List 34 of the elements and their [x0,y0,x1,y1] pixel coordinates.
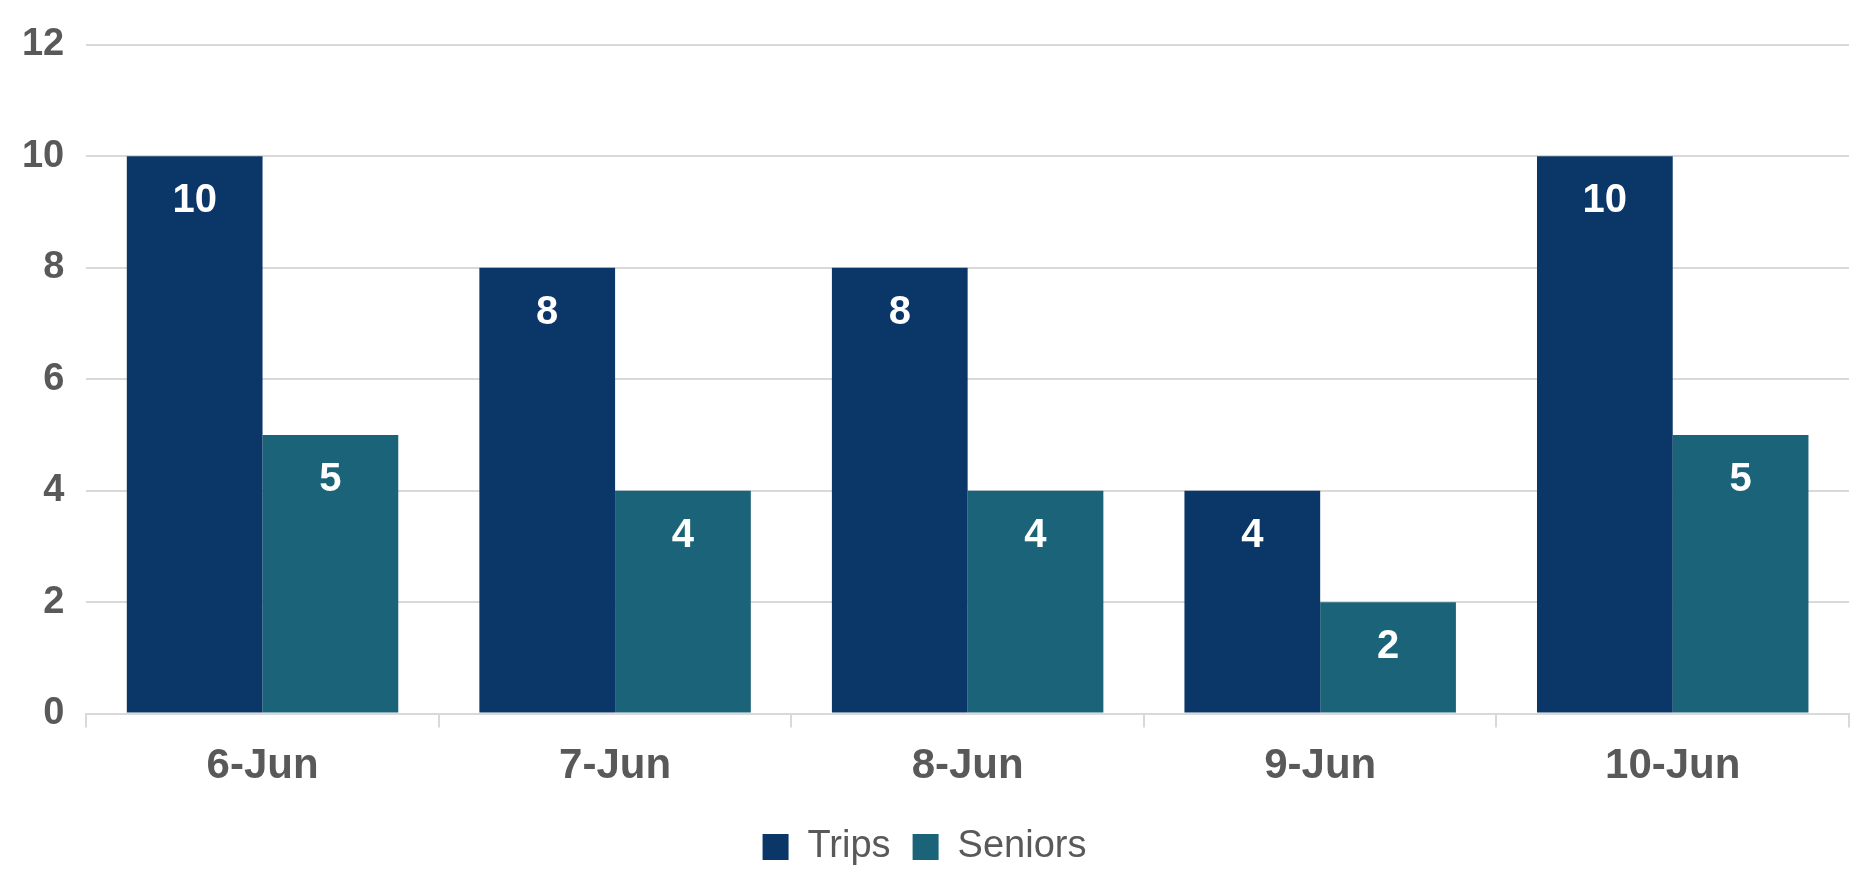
bar [479,267,616,713]
y-tick-label: 0 [43,690,65,733]
bar [1537,156,1673,713]
y-tick-label: 10 [21,132,65,175]
legend-label: Seniors [957,823,1087,866]
bar [126,156,263,713]
x-tick-label: 9-Jun [1264,740,1377,788]
data-label: 8 [888,287,911,332]
bar [1672,434,1809,713]
x-tick-label: 7-Jun [559,740,672,788]
data-label: 5 [1729,454,1752,499]
data-label: 5 [319,454,342,499]
y-tick-label: 2 [43,578,65,621]
data-label: 4 [1241,510,1265,555]
data-label: 4 [671,510,695,555]
data-label: 2 [1376,622,1400,667]
x-tick-label: 6-Jun [206,740,319,788]
bar [262,434,399,713]
bar [967,490,1104,713]
x-tick-label: 8-Jun [911,740,1024,788]
y-tick-label: 6 [43,355,65,398]
bar [831,267,968,713]
bar [615,490,751,713]
data-label: 4 [1024,510,1048,555]
y-tick-label: 8 [43,244,65,287]
y-tick-label: 12 [21,21,65,64]
data-label: 10 [1582,176,1628,221]
data-label: 10 [172,176,217,221]
y-tick-label: 4 [43,467,65,510]
legend-label: Trips [807,823,891,866]
bar [1184,490,1321,713]
x-tick-label: 10-Jun [1605,740,1741,788]
data-label: 8 [536,287,559,332]
bar [1320,602,1456,713]
